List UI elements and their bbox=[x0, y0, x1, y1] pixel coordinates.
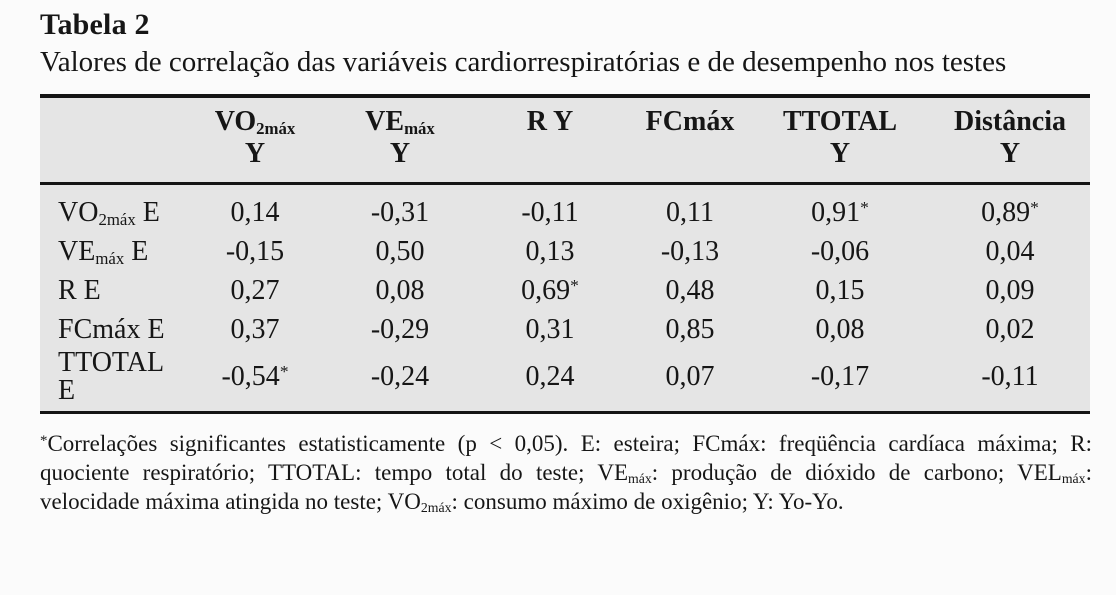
header-empty bbox=[40, 96, 180, 186]
table-cell: 0,09 bbox=[985, 274, 1035, 306]
table-caption-text: Valores de correlação das variáveis card… bbox=[40, 45, 1007, 78]
table-cell: 0,08 bbox=[375, 274, 425, 306]
table-row-vo2max-e: VO2máx E 0,14 -0,31 -0,11 0,11 0,91* 0,8… bbox=[40, 184, 1090, 233]
row-label: VO2máx E bbox=[58, 196, 160, 230]
row-label: R E bbox=[58, 274, 101, 306]
table-cell: 0,11 bbox=[666, 196, 714, 228]
table-cell: 0,04 bbox=[985, 235, 1035, 267]
table-cell: 0,85 bbox=[665, 313, 715, 345]
table-cell: 0,69* bbox=[521, 274, 579, 306]
correlation-table: VO2máx Y VEmáx Y R Y FCmáx TTOTAL Y bbox=[40, 94, 1090, 415]
table-cell: -0,54* bbox=[221, 361, 289, 393]
table-cell: -0,31 bbox=[370, 196, 430, 228]
header-r-y: R Y bbox=[470, 96, 630, 186]
table-cell: 0,31 bbox=[525, 313, 575, 345]
table-row-vemax-e: VEmáx E -0,15 0,50 0,13 -0,13 -0,06 0,04 bbox=[40, 232, 1090, 271]
header-vemax-y: VEmáx Y bbox=[330, 96, 470, 186]
table-cell: 0,89* bbox=[981, 196, 1039, 228]
table-cell: -0,06 bbox=[810, 235, 870, 267]
table-cell: 0,02 bbox=[985, 313, 1035, 345]
table-cell: -0,29 bbox=[370, 313, 430, 345]
table-cell: 0,07 bbox=[665, 361, 715, 393]
table-cell: -0,11 bbox=[521, 196, 579, 228]
table-footnote: *Correlações significantes estatisticame… bbox=[40, 431, 1092, 516]
table-row-r-e: R E 0,27 0,08 0,69* 0,48 0,15 0,09 bbox=[40, 271, 1090, 310]
table-cell: 0,50 bbox=[375, 235, 425, 267]
table-cell: 0,27 bbox=[230, 274, 280, 306]
table-cell: 0,37 bbox=[230, 313, 280, 345]
table-cell: 0,13 bbox=[525, 235, 575, 267]
table-cell: -0,24 bbox=[370, 361, 430, 393]
table-cell: 0,15 bbox=[815, 274, 865, 306]
table-cell: -0,15 bbox=[225, 235, 285, 267]
table-cell: -0,13 bbox=[660, 235, 720, 267]
table-row-ttotal-e: TTOTAL E -0,54* -0,24 0,24 0,07 -0,17 -0… bbox=[40, 349, 1090, 413]
table-row-fcmax-e: FCmáx E 0,37 -0,29 0,31 0,85 0,08 0,02 bbox=[40, 310, 1090, 349]
table-cell: -0,11 bbox=[981, 361, 1039, 393]
header-vo2max-y: VO2máx Y bbox=[180, 96, 330, 186]
table-cell: 0,14 bbox=[230, 196, 280, 228]
row-label: TTOTAL E bbox=[58, 347, 164, 407]
header-ttotal-y: TTOTAL Y bbox=[750, 96, 930, 186]
header-distancia-y: Distância Y bbox=[930, 96, 1090, 186]
table-header-row: VO2máx Y VEmáx Y R Y FCmáx TTOTAL Y bbox=[40, 96, 1090, 186]
table-cell: -0,17 bbox=[810, 361, 870, 393]
table-cell: 0,08 bbox=[815, 313, 865, 345]
table-cell: 0,91* bbox=[811, 196, 869, 228]
paper-table-figure: Tabela 2 Valores de correlação das variá… bbox=[40, 8, 1092, 516]
table-cell: 0,48 bbox=[665, 274, 715, 306]
table-cell: 0,24 bbox=[525, 361, 575, 393]
footnote-asterisk: * bbox=[40, 433, 48, 450]
row-label: VEmáx E bbox=[58, 235, 149, 269]
header-fcmax: FCmáx bbox=[630, 96, 750, 186]
row-label: FCmáx E bbox=[58, 313, 165, 345]
table-caption-number: Tabela 2 bbox=[40, 8, 150, 41]
